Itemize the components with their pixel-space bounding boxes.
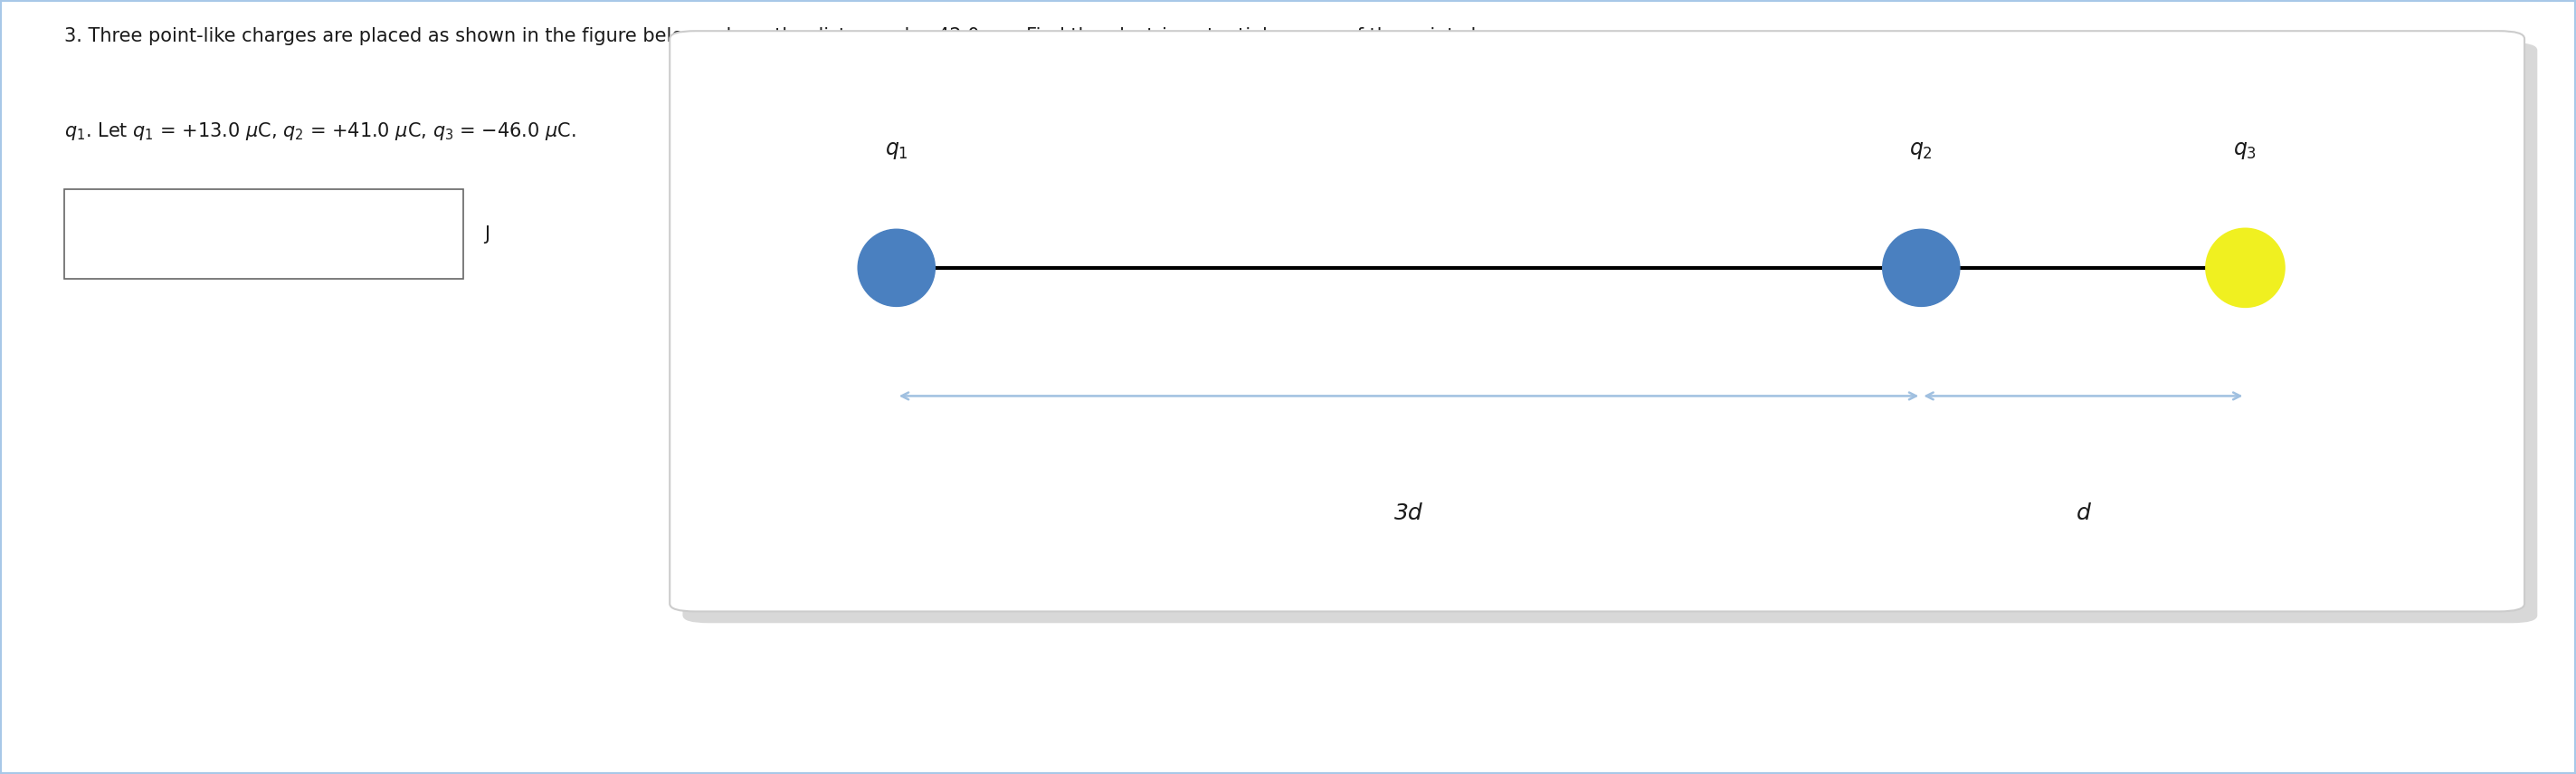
Text: $q_2$: $q_2$	[1909, 139, 1932, 161]
Text: $q_1$: $q_1$	[884, 139, 909, 161]
Circle shape	[858, 229, 935, 307]
Text: d: d	[2076, 503, 2089, 525]
Text: 3. Three point-like charges are placed as shown in the figure below, where the d: 3. Three point-like charges are placed a…	[64, 27, 1525, 45]
Text: 3d: 3d	[1394, 503, 1422, 525]
Text: $q_3$: $q_3$	[2233, 139, 2257, 161]
Text: $q_1$. Let $q_1$ = +13.0 $\mu$C, $q_2$ = +41.0 $\mu$C, $q_3$ = $-$46.0 $\mu$C.: $q_1$. Let $q_1$ = +13.0 $\mu$C, $q_2$ =…	[64, 120, 577, 142]
FancyBboxPatch shape	[683, 43, 2537, 623]
Text: J: J	[484, 225, 489, 243]
FancyBboxPatch shape	[670, 31, 2524, 611]
Circle shape	[2208, 229, 2285, 307]
Circle shape	[1883, 229, 1960, 307]
Bar	[64, 190, 464, 279]
